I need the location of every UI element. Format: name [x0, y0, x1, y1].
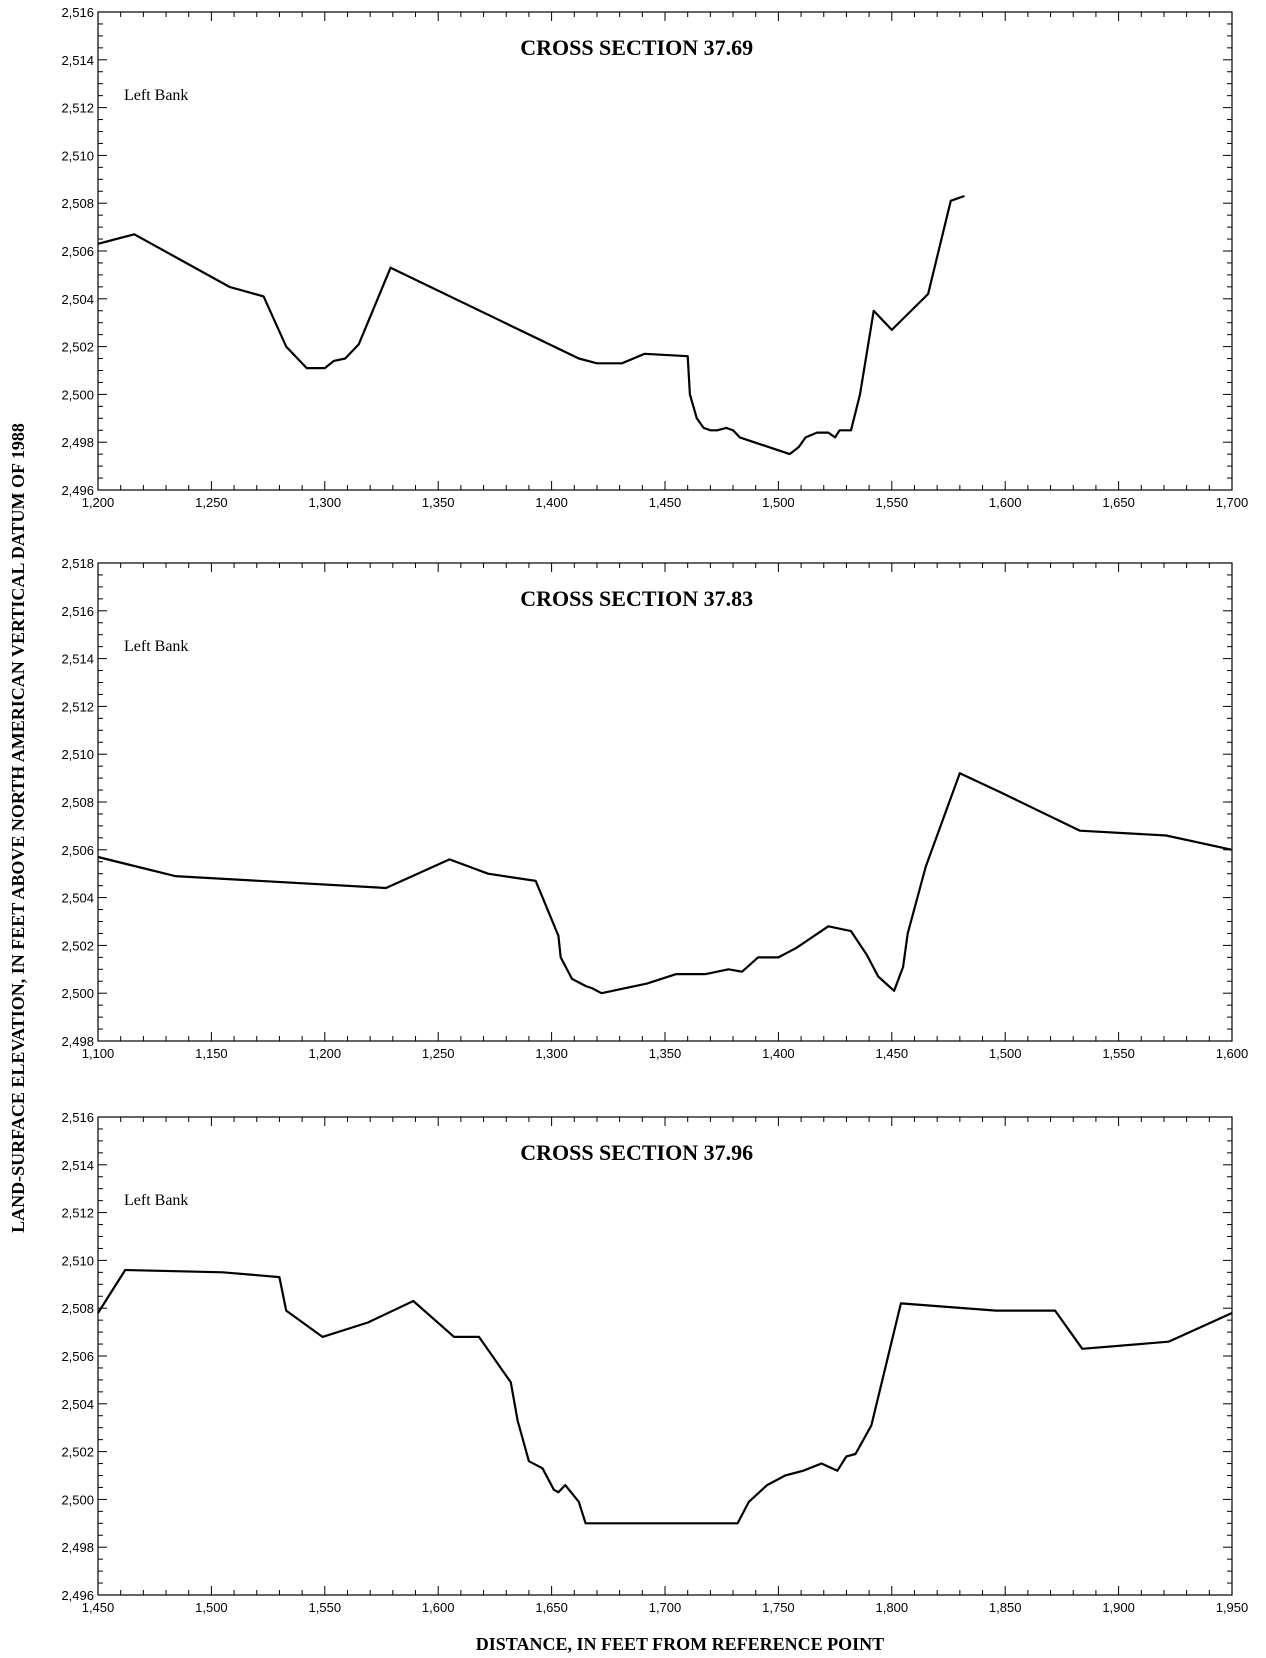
chart-title: CROSS SECTION 37.96: [520, 1140, 753, 1165]
x-tick-label: 1,550: [309, 1600, 342, 1615]
y-tick-label: 2,496: [61, 483, 94, 498]
y-tick-label: 2,502: [61, 340, 94, 355]
chart-title: CROSS SECTION 37.69: [520, 35, 753, 60]
y-tick-label: 2,514: [61, 1158, 94, 1173]
x-tick-label: 1,200: [82, 495, 115, 510]
x-tick-label: 1,600: [989, 495, 1022, 510]
x-tick-label: 1,450: [876, 1046, 909, 1061]
y-tick-label: 2,512: [61, 699, 94, 714]
y-tick-label: 2,504: [61, 292, 94, 307]
y-tick-label: 2,516: [61, 604, 94, 619]
y-tick-label: 2,514: [61, 53, 94, 68]
x-tick-label: 1,400: [535, 495, 568, 510]
y-tick-label: 2,504: [61, 891, 94, 906]
profile-line: [97, 1268, 1233, 1525]
y-tick-label: 2,504: [61, 1397, 94, 1412]
x-tick-label: 1,650: [1102, 495, 1135, 510]
y-tick-label: 2,516: [61, 1110, 94, 1125]
x-tick-label: 1,650: [535, 1600, 568, 1615]
x-tick-label: 1,450: [649, 495, 682, 510]
y-tick-label: 2,514: [61, 652, 94, 667]
x-tick-label: 1,250: [195, 495, 228, 510]
x-tick-label: 1,250: [422, 1046, 455, 1061]
x-tick-label: 1,300: [535, 1046, 568, 1061]
y-tick-label: 2,510: [61, 1253, 94, 1268]
x-tick-label: 1,550: [876, 495, 909, 510]
chart-panel-1: 1,200 1,250 1,300 1,350 1,400 1,450 1,500 1,550…: [61, 5, 1248, 510]
y-tick-label: 2,508: [61, 795, 94, 810]
x-tick-label: 1,950: [1216, 1600, 1249, 1615]
chart-title: CROSS SECTION 37.83: [520, 586, 753, 611]
y-tick-label: 2,506: [61, 244, 94, 259]
x-tick-label: 1,350: [422, 495, 455, 510]
x-tick-label: 1,850: [989, 1600, 1022, 1615]
profile-line: [97, 194, 965, 456]
x-tick-label: 1,100: [82, 1046, 115, 1061]
y-tick-label: 2,508: [61, 196, 94, 211]
plot-frame: [97, 11, 1233, 491]
profile-line: [97, 772, 1233, 995]
x-tick-label: 1,800: [876, 1600, 909, 1615]
y-tick-label: 2,506: [61, 1349, 94, 1364]
y-tick-label: 2,508: [61, 1301, 94, 1316]
y-tick-label: 2,502: [61, 938, 94, 953]
left-bank-label: Left Bank: [124, 638, 188, 655]
left-bank-label: Left Bank: [124, 87, 188, 104]
chart-panel-3: 1,450 1,500 1,550 1,600 1,650 1,700 1,750 1,800…: [61, 1110, 1248, 1615]
x-tick-label: 1,600: [422, 1600, 455, 1615]
y-tick-label: 2,506: [61, 843, 94, 858]
y-tick-label: 2,510: [61, 148, 94, 163]
x-tick-label: 1,750: [762, 1600, 795, 1615]
x-tick-label: 1,500: [195, 1600, 228, 1615]
x-tick-label: 1,300: [309, 495, 342, 510]
x-tick-label: 1,700: [1216, 495, 1249, 510]
x-tick-label: 1,700: [649, 1600, 682, 1615]
x-tick-label: 1,900: [1102, 1600, 1135, 1615]
x-tick-label: 1,500: [989, 1046, 1022, 1061]
plot-frame: [97, 562, 1233, 1042]
y-tick-label: 2,498: [61, 435, 94, 450]
x-tick-label: 1,600: [1216, 1046, 1249, 1061]
y-tick-label: 2,512: [61, 1206, 94, 1221]
x-tick-label: 1,150: [195, 1046, 228, 1061]
left-bank-label: Left Bank: [124, 1192, 188, 1209]
x-tick-label: 1,550: [1102, 1046, 1135, 1061]
chart-panels: 1,200 1,250 1,300 1,350 1,400 1,450 1,500 1,550…: [61, 5, 1248, 1615]
y-tick-label: 2,510: [61, 747, 94, 762]
x-tick-label: 1,200: [309, 1046, 342, 1061]
y-tick-label: 2,502: [61, 1445, 94, 1460]
y-tick-label: 2,498: [61, 1540, 94, 1555]
chart-panel-2: 1,100 1,150 1,200 1,250 1,300 1,350 1,400 1,450…: [61, 556, 1248, 1061]
y-tick-label: 2,500: [61, 986, 94, 1001]
y-axis-title: LAND-SURFACE ELEVATION, IN FEET ABOVE NO…: [8, 423, 28, 1233]
x-axis-title: DISTANCE, IN FEET FROM REFERENCE POINT: [476, 1634, 884, 1654]
y-tick-label: 2,516: [61, 5, 94, 20]
x-tick-label: 1,350: [649, 1046, 682, 1061]
x-tick-label: 1,500: [762, 495, 795, 510]
y-tick-label: 2,518: [61, 556, 94, 571]
y-tick-label: 2,500: [61, 387, 94, 402]
y-tick-label: 2,512: [61, 101, 94, 116]
x-tick-label: 1,450: [82, 1600, 115, 1615]
y-tick-label: 2,498: [61, 1034, 94, 1049]
x-tick-label: 1,400: [762, 1046, 795, 1061]
y-tick-label: 2,496: [61, 1588, 94, 1603]
y-tick-label: 2,500: [61, 1492, 94, 1507]
